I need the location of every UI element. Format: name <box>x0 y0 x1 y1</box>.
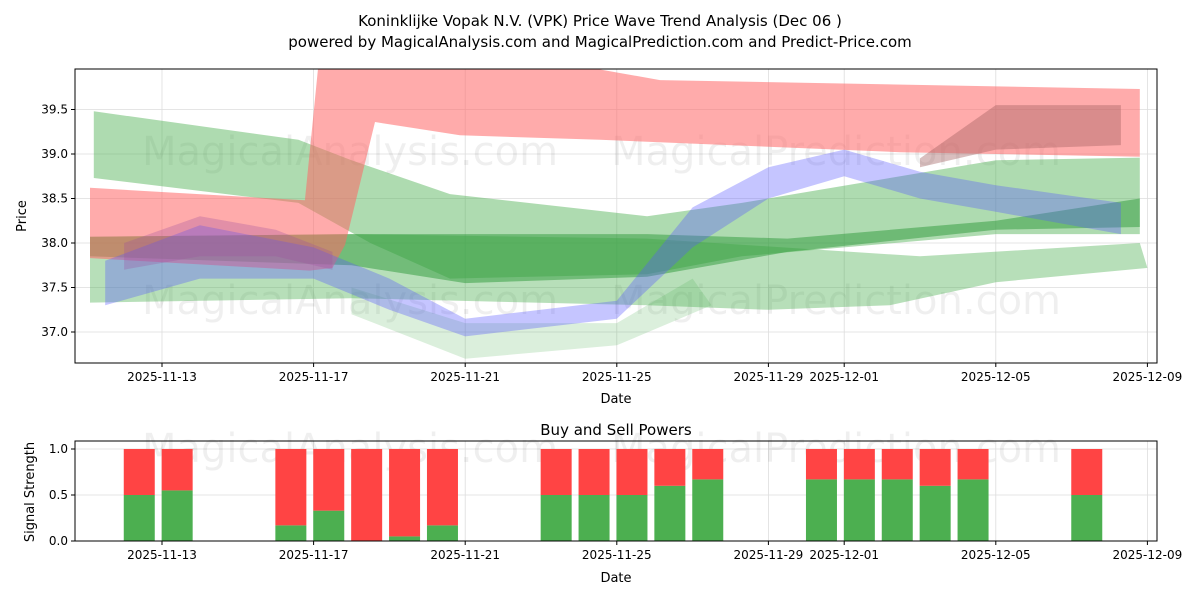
purple-band-band-area <box>124 216 333 270</box>
chart-title: Koninklijke Vopak N.V. (VPK) Price Wave … <box>358 12 842 30</box>
x-axis-label: Date <box>600 392 631 407</box>
sell-bar <box>654 449 686 486</box>
buy-bar <box>919 485 951 541</box>
buy-bar <box>426 525 458 541</box>
sell-bar <box>919 449 951 486</box>
green-mid-band-area <box>90 198 1140 284</box>
bands <box>90 69 1148 359</box>
sell-bar <box>881 449 913 480</box>
sell-bar <box>578 449 610 495</box>
sell-bar <box>1071 449 1103 495</box>
y-tick-label: 1.0 <box>49 442 68 456</box>
x-tick-label: 2025-12-05 <box>961 370 1031 384</box>
sell-bar <box>389 449 421 537</box>
sell-bar <box>540 449 572 495</box>
y-tick-label: 39.0 <box>41 147 68 161</box>
buy-bar <box>123 495 155 541</box>
sell-bar <box>313 449 345 511</box>
chart-subtitle: powered by MagicalAnalysis.com and Magic… <box>288 33 912 51</box>
y-tick-label: 38.0 <box>41 236 68 250</box>
buy-bar <box>654 485 686 541</box>
sell-bar <box>692 449 724 480</box>
x-tick-label: 2025-12-09 <box>1113 548 1183 562</box>
buy-bar <box>843 479 875 541</box>
buy-bar <box>161 490 193 541</box>
plot-frame <box>74 440 1158 542</box>
x-tick-label: 2025-11-21 <box>430 370 500 384</box>
buy-bar <box>1071 495 1103 541</box>
watermark: MagicalAnalysis.com <box>142 278 558 324</box>
sell-bar <box>805 449 837 480</box>
buy-bar <box>540 495 572 541</box>
y-tick-label: 37.5 <box>41 281 68 295</box>
x-tick-label: 2025-11-13 <box>127 370 197 384</box>
sell-bar <box>426 449 458 526</box>
sell-bar <box>161 449 193 491</box>
brown-band-band-area <box>920 105 1121 168</box>
watermark: MagicalAnalysis.com <box>142 426 558 472</box>
y-tick-label: 39.5 <box>41 103 68 117</box>
buy-bar <box>957 479 989 541</box>
x-tick-label: 2025-11-25 <box>582 548 652 562</box>
buy-bar <box>881 479 913 541</box>
y-axis-label: Signal Strength <box>23 442 38 542</box>
sell-bar <box>843 449 875 480</box>
buy-bar <box>692 479 724 541</box>
y-tick-label: 0.0 <box>49 534 68 548</box>
y-tick-label: 37.0 <box>41 325 68 339</box>
buy-bar <box>389 536 421 541</box>
plot-frame <box>74 68 1158 364</box>
x-tick-label: 2025-11-29 <box>734 370 804 384</box>
buy-bar <box>616 495 648 541</box>
red-band-band-area <box>90 69 1140 271</box>
x-tick-label: 2025-11-17 <box>279 370 349 384</box>
buy-bar <box>313 510 345 541</box>
x-tick-label: 2025-11-29 <box>734 548 804 562</box>
subplot-title: Buy and Sell Powers <box>540 421 692 439</box>
green-pale-band-area <box>351 278 712 359</box>
x-tick-label: 2025-12-01 <box>809 548 879 562</box>
buy-bar <box>578 495 610 541</box>
watermark: MagicalPrediction.com <box>611 278 1061 324</box>
blue-band-band-area <box>105 149 1121 337</box>
sell-bar <box>123 449 155 495</box>
buy-bar <box>805 479 837 541</box>
y-axis-label: Price <box>15 200 30 232</box>
sell-bar <box>275 449 307 526</box>
sell-bar <box>957 449 989 480</box>
x-tick-label: 2025-11-17 <box>279 548 349 562</box>
buy-bar <box>275 525 307 541</box>
x-tick-label: 2025-12-05 <box>961 548 1031 562</box>
x-tick-label: 2025-12-01 <box>809 370 879 384</box>
x-tick-label: 2025-11-21 <box>430 548 500 562</box>
x-tick-label: 2025-11-25 <box>582 370 652 384</box>
x-tick-label: 2025-11-13 <box>127 548 197 562</box>
x-axis-label: Date <box>600 571 631 586</box>
x-tick-label: 2025-12-09 <box>1113 370 1183 384</box>
y-tick-label: 0.5 <box>49 488 68 502</box>
sell-bar <box>351 449 383 541</box>
sell-bar <box>616 449 648 495</box>
y-tick-label: 38.5 <box>41 192 68 206</box>
